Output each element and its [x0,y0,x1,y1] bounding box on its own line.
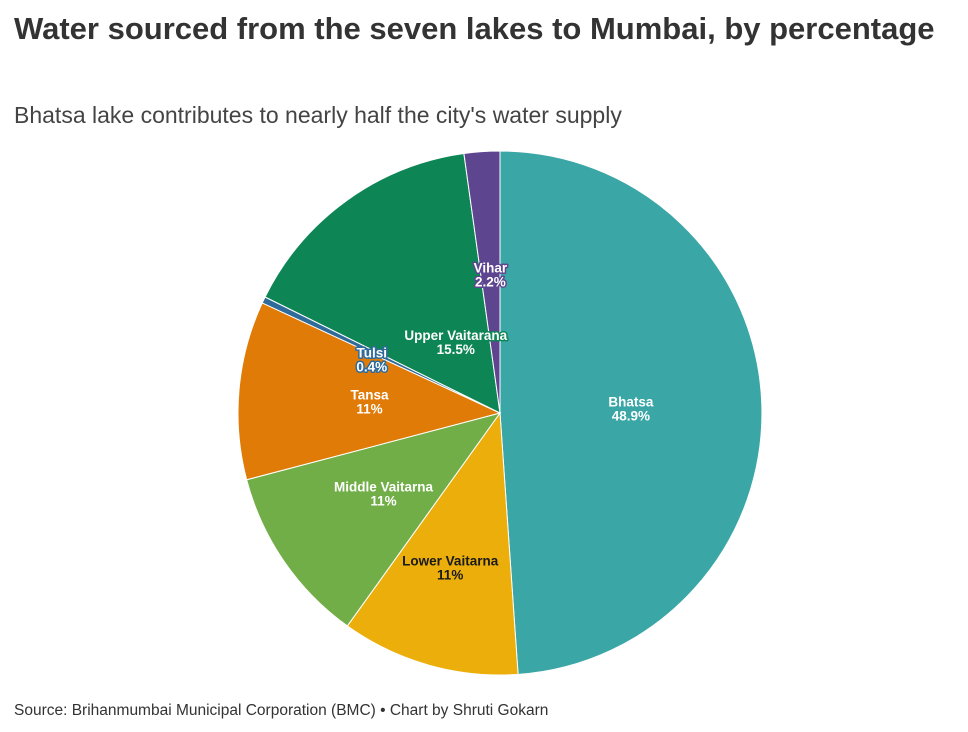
slice-label-lower-vaitarna: Lower Vaitarna [402,554,499,569]
slice-label-tulsi: Tulsi [357,346,388,361]
slice-value-upper-vaitarana: 15.5% [437,342,475,357]
pie-slices [237,150,763,676]
chart-subtitle: Bhatsa lake contributes to nearly half t… [14,102,622,128]
chart-title: Water sourced from the seven lakes to Mu… [14,11,935,46]
slice-label-upper-vaitarana: Upper Vaitarana [404,328,507,343]
slice-label-vihar: Vihar [474,261,508,276]
pie-slice-tansa [237,302,502,481]
slice-value-bhatsa: 48.9% [612,409,650,424]
pie-slice-lower-vaitarna [346,411,519,676]
slice-value-tulsi: 0.4% [356,360,387,375]
slice-value-tansa: 11% [356,402,382,417]
slice-label-middle-vaitarna: Middle Vaitarna [334,479,434,494]
slice-label-bhatsa: Bhatsa [608,395,654,410]
pie-slice-vihar [463,150,501,414]
slice-value-vihar: 2.2% [475,275,506,290]
pie-slice-bhatsa [499,150,763,675]
slice-value-middle-vaitarna: 11% [370,493,396,508]
chart-source: Source: Brihanmumbai Municipal Corporati… [14,702,549,719]
pie-slice-upper-vaitarana [264,152,501,414]
slice-value-lower-vaitarna: 11% [437,568,463,583]
slice-label-tansa: Tansa [350,388,389,403]
pie-slice-middle-vaitarna [246,412,502,627]
